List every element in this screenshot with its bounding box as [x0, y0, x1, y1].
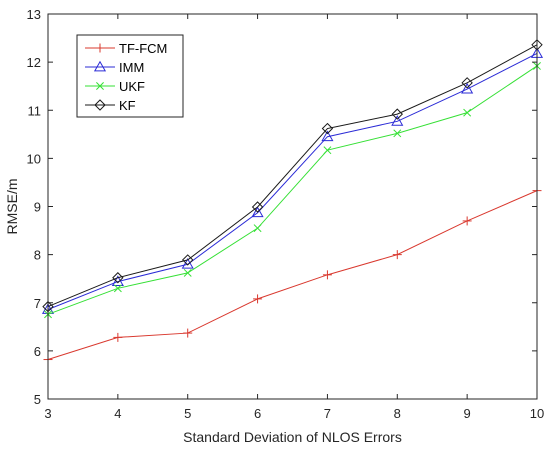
y-tick-label: 9 — [34, 200, 41, 215]
series-line-ukf — [47, 65, 538, 315]
data-point-ukf — [183, 268, 192, 277]
legend-entry-kf: KF — [85, 98, 136, 113]
data-point-ukf — [113, 284, 122, 293]
y-tick-label: 8 — [34, 248, 41, 263]
y-tick-label: 12 — [27, 55, 41, 70]
legend-entry-ukf: UKF — [85, 79, 145, 94]
data-point-tf-fcm — [253, 294, 263, 304]
data-point-kf — [391, 108, 403, 120]
data-point-imm — [111, 275, 124, 286]
y-axis-label: RMSE/m — [4, 179, 20, 235]
data-point-imm — [391, 115, 404, 126]
data-point-kf — [182, 254, 194, 266]
data-point-ukf — [253, 224, 262, 233]
x-marker-b — [183, 268, 192, 277]
y-tick-label: 7 — [34, 296, 41, 311]
x-marker-b — [393, 129, 402, 138]
series-line-tf-fcm — [47, 190, 538, 361]
y-tick-label: 5 — [34, 392, 41, 407]
data-point-tf-fcm — [462, 216, 472, 226]
data-point-tf-fcm — [322, 270, 332, 280]
data-point-kf — [251, 201, 264, 213]
data-point-kf — [321, 122, 334, 135]
x-tick-label: 8 — [394, 406, 401, 421]
y-tick-label: 6 — [34, 344, 41, 359]
x-tick-label: 10 — [530, 406, 544, 421]
x-marker-b — [96, 82, 104, 90]
x-marker-b — [253, 224, 262, 233]
data-point-tf-fcm — [392, 250, 402, 260]
x-tick-label: 7 — [324, 406, 331, 421]
data-point-tf-fcm — [113, 332, 123, 342]
legend-swatch-marker — [94, 99, 106, 111]
data-point-imm — [251, 206, 264, 218]
legend-swatch-marker — [96, 82, 104, 90]
x-marker-b — [323, 146, 332, 155]
y-tick-label: 10 — [27, 151, 41, 166]
ticks-layer: 3 4 5 6 7 8 9 10 5 6 7 8 9 10 11 12 13 — [27, 7, 545, 421]
x-marker-b — [113, 284, 122, 293]
data-point-imm — [461, 82, 474, 94]
legend-swatch-marker — [95, 43, 105, 53]
data-point-ukf — [323, 146, 332, 155]
x-tick-label: 9 — [464, 406, 471, 421]
legend-label: IMM — [119, 60, 144, 75]
data-point-imm — [181, 258, 194, 269]
data-point-imm — [321, 130, 334, 142]
legend: TF-FCM IMM UKF KF — [76, 34, 184, 118]
series-line-kf — [47, 44, 538, 308]
legend-label: TF-FCM — [119, 41, 167, 56]
x-tick-label: 3 — [44, 406, 51, 421]
data-point-kf — [112, 272, 124, 284]
legend-label: KF — [119, 98, 136, 113]
y-tick-label: 13 — [27, 7, 41, 22]
data-point-ukf — [463, 108, 472, 117]
x-tick-label: 6 — [254, 406, 261, 421]
x-marker-b — [463, 108, 472, 117]
data-point-kf — [461, 77, 473, 89]
data-point-tf-fcm — [183, 328, 193, 338]
legend-entry-imm: IMM — [85, 60, 144, 75]
legend-label: UKF — [119, 79, 145, 94]
x-axis-label: Standard Deviation of NLOS Errors — [183, 429, 402, 445]
legend-box — [76, 34, 184, 118]
y-tick-label: 11 — [28, 103, 42, 118]
legend-entry-tf-fcm: TF-FCM — [85, 41, 167, 56]
x-tick-label: 5 — [184, 406, 191, 421]
data-point-ukf — [393, 129, 402, 138]
legend-swatch-marker — [93, 60, 107, 72]
series-line-imm — [47, 53, 538, 310]
x-tick-label: 4 — [114, 406, 121, 421]
